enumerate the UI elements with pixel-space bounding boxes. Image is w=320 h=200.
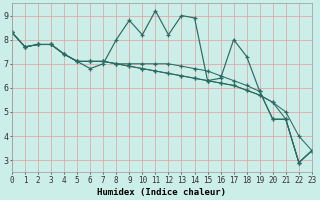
X-axis label: Humidex (Indice chaleur): Humidex (Indice chaleur) xyxy=(97,188,227,197)
